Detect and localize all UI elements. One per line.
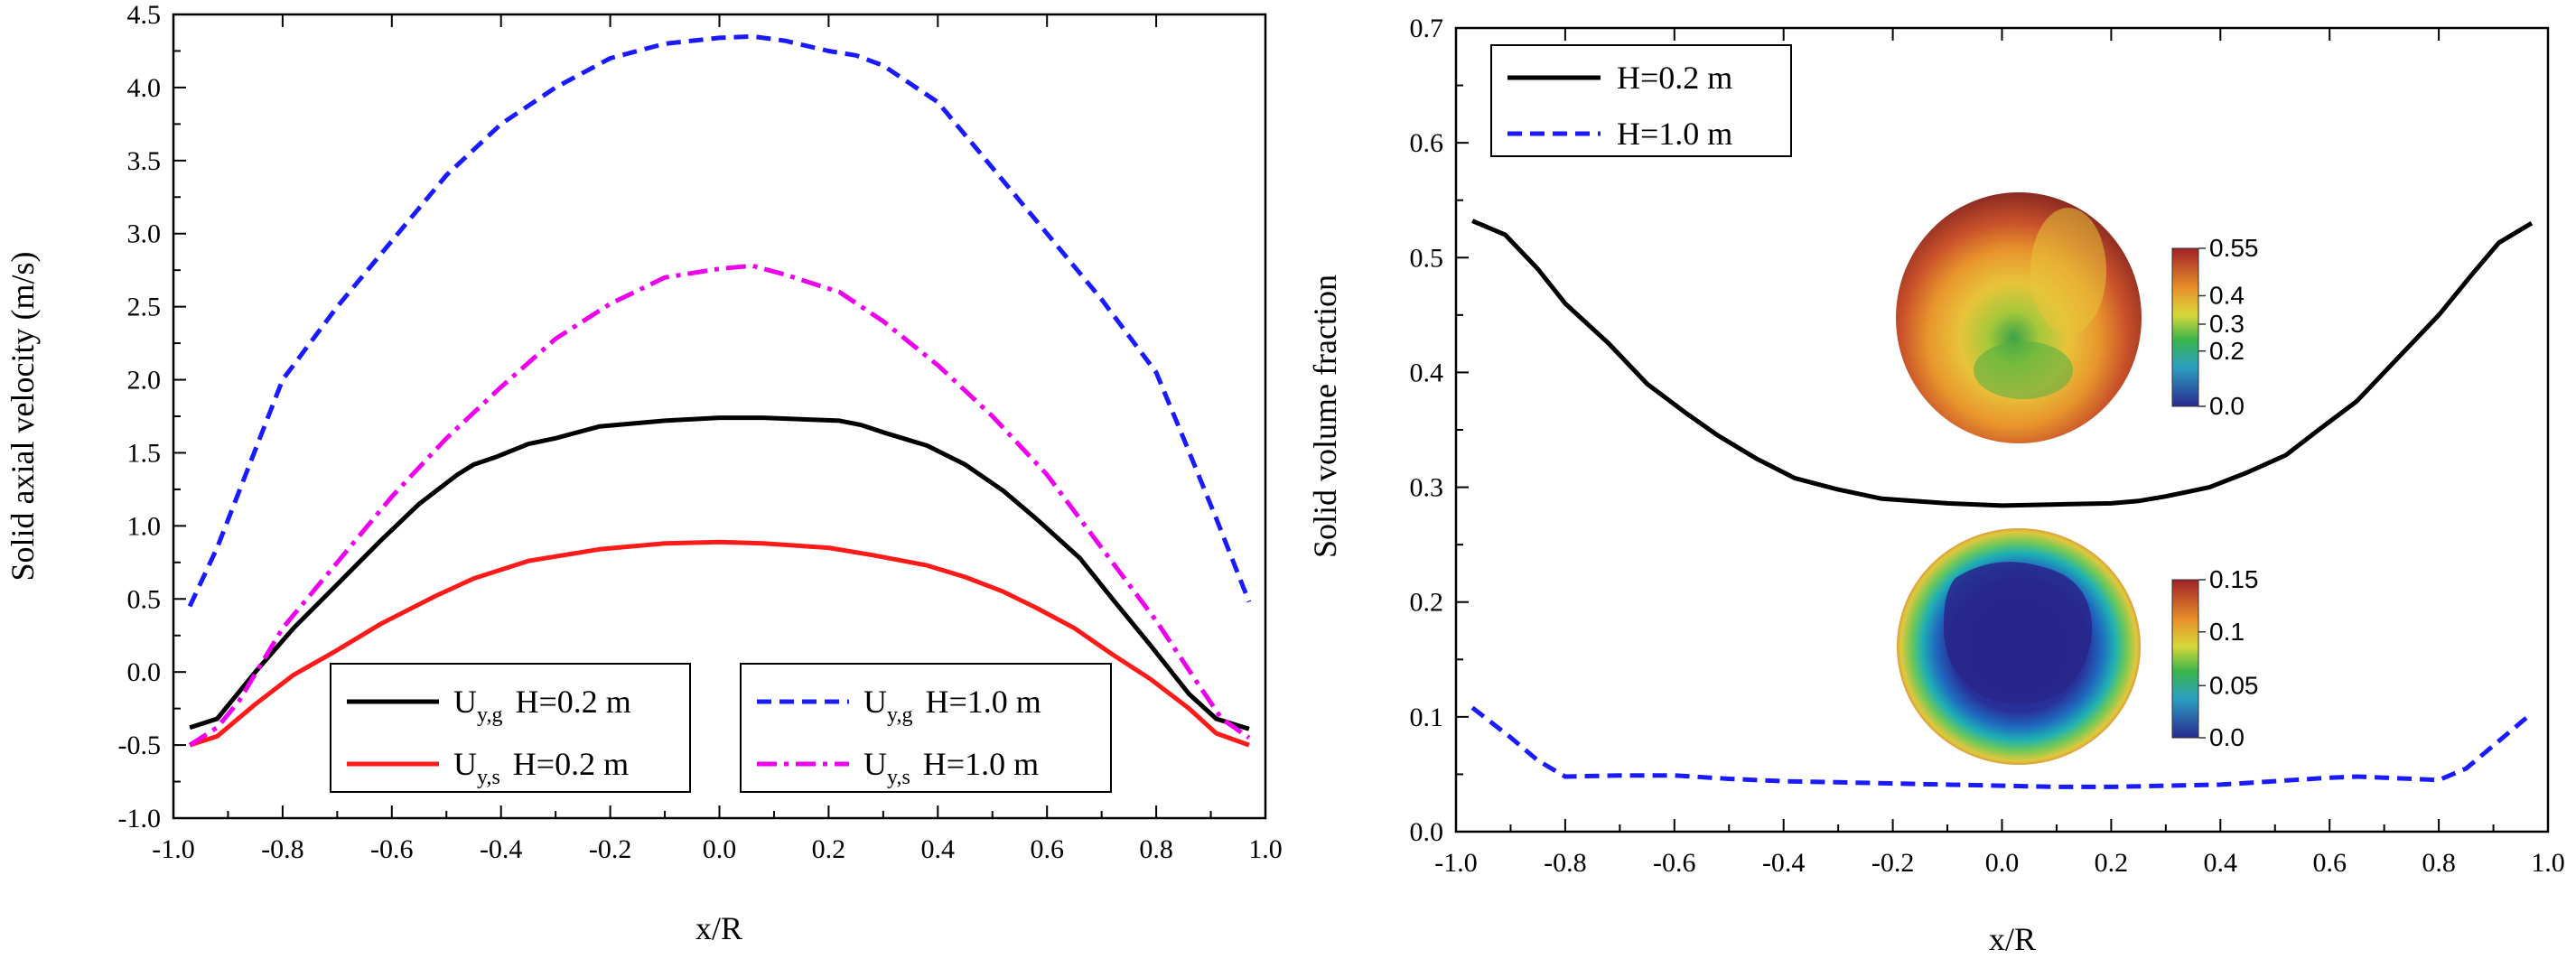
- inset-contour-bottom: 0.15 0.1 0.05 0.0: [1897, 528, 2259, 765]
- y-tick-label: 0.7: [1410, 14, 1444, 43]
- y-tick-label: 0.3: [1410, 473, 1444, 503]
- colorbar-label: 0.4: [2209, 282, 2245, 310]
- volume-y-tick-labels: 0.0 0.1 0.2 0.3 0.4 0.5 0.6 0.7: [1410, 14, 1444, 847]
- volume-series: [1470, 219, 2534, 789]
- series-line-0-1: [189, 539, 1250, 748]
- velocity-legend-right-box: [740, 663, 1112, 793]
- velocity-series: [187, 33, 1252, 748]
- x-tick-label: 0.2: [2095, 848, 2129, 878]
- x-tick-label: 1.0: [1248, 834, 1283, 864]
- y-tick-label: 0.5: [1410, 243, 1444, 273]
- y-tick-label: 1.0: [127, 511, 162, 541]
- series-line-0-2: [187, 33, 1252, 608]
- y-tick-label: 0.0: [127, 657, 162, 687]
- x-tick-label: -1.0: [152, 834, 195, 864]
- y-tick-label: 0.1: [1410, 703, 1444, 732]
- colorbar-label: 0.55: [2209, 234, 2259, 262]
- x-tick-label: 0.4: [2204, 848, 2238, 878]
- x-tick-label: 0.8: [1139, 834, 1173, 864]
- x-tick-label: 0.0: [1985, 848, 2020, 878]
- velocity-legend-right: Uy,g H=1.0 m Uy,s H=1.0 m: [740, 663, 1112, 793]
- velocity-y-axis-title: Solid axial velocity (m/s): [5, 252, 41, 582]
- x-tick-label: 0.2: [812, 834, 846, 864]
- y-tick-label: 4.5: [127, 0, 162, 30]
- y-tick-label: 0.6: [1410, 128, 1444, 158]
- y-tick-label: -0.5: [118, 731, 162, 760]
- colorbar-label: 0.1: [2209, 618, 2245, 646]
- colorbar-label: 0.2: [2209, 337, 2245, 365]
- volume-legend-box: [1490, 44, 1792, 157]
- series-line-0-0: [189, 415, 1250, 731]
- y-tick-label: 1.5: [127, 438, 162, 468]
- velocity-chart: -1.0 -0.8 -0.6 -0.4 -0.2 0.0 0.2 0.4 0.6 0.8 1.0 -…: [5, 0, 1283, 946]
- y-tick-label: 0.5: [127, 584, 162, 614]
- legend-label-h10: H=1.0 m: [1617, 116, 1732, 152]
- colorbar-top: [2171, 247, 2199, 407]
- colorbar-bottom-ticks: 0.15 0.1 0.05 0.0: [2198, 565, 2259, 751]
- volume-legend: H=0.2 m H=1.0 m: [1490, 44, 1792, 157]
- contour-disc-top: [1896, 192, 2142, 443]
- colorbar-label: 0.0: [2209, 392, 2245, 420]
- colorbar-bottom: [2171, 579, 2199, 739]
- contour-disc-top-hotspot: [2030, 208, 2106, 334]
- legend-label-ug-02: Uy,g H=0.2 m: [453, 684, 631, 727]
- volume-x-axis-title: x/R: [1989, 921, 2036, 954]
- colorbar-label: 0.0: [2209, 723, 2245, 751]
- y-tick-label: 3.5: [127, 146, 162, 176]
- contour-disc-top-lowspot: [1974, 341, 2073, 399]
- series-line-0-3: [188, 263, 1251, 748]
- x-tick-label: -0.8: [261, 834, 304, 864]
- contour-disc-bottom-core: [1943, 562, 2093, 704]
- velocity-y-tick-labels: -1.0 -0.5 0.0 0.5 1.0 1.5 2.0 2.5 3.0 3.5 4.0 4.5: [118, 0, 162, 833]
- series-line-1-0: [1471, 219, 2534, 508]
- inset-contour-top: 0.55 0.40.30.2 0.0: [1896, 192, 2259, 443]
- x-tick-label: -0.2: [589, 834, 632, 864]
- x-tick-label: -0.6: [370, 834, 414, 864]
- y-tick-label: 0.0: [1410, 817, 1444, 847]
- colorbar-label: 0.3: [2209, 310, 2245, 338]
- y-tick-label: -1.0: [118, 804, 162, 833]
- y-tick-label: 2.0: [127, 366, 162, 396]
- x-tick-label: 0.8: [2422, 848, 2456, 878]
- y-tick-label: 0.4: [1410, 358, 1444, 387]
- x-tick-label: -0.4: [1762, 848, 1806, 878]
- velocity-x-tick-labels: -1.0 -0.8 -0.6 -0.4 -0.2 0.0 0.2 0.4 0.6 0.8 1.0: [152, 834, 1283, 864]
- velocity-axis-ticks: [173, 14, 1266, 819]
- x-tick-label: -0.8: [1544, 848, 1587, 878]
- colorbar-label: 0.15: [2209, 565, 2259, 593]
- legend-label-ug-10: Uy,g H=1.0 m: [863, 684, 1041, 727]
- x-tick-label: 0.0: [703, 834, 737, 864]
- legend-label-h02: H=0.2 m: [1617, 60, 1732, 96]
- volume-axis-ticks: [1455, 27, 2549, 833]
- velocity-legend-left: Uy,g H=0.2 m Uy,s H=0.2 m: [330, 663, 691, 793]
- volume-y-axis-title: Solid volume fraction: [1307, 275, 1343, 558]
- x-tick-label: -0.6: [1653, 848, 1696, 878]
- y-tick-label: 2.5: [127, 293, 162, 322]
- colorbar-top-ticks: 0.55 0.40.30.2 0.0: [2198, 234, 2259, 420]
- x-tick-label: -0.2: [1871, 848, 1915, 878]
- volume-fraction-chart: -1.0 -0.8 -0.6 -0.4 -0.2 0.0 0.2 0.4 0.6 0.8 1.0 0…: [1307, 14, 2565, 957]
- colorbar-label: 0.05: [2209, 671, 2259, 699]
- series-line-1-1: [1470, 705, 2534, 789]
- velocity-legend-left-box: [330, 663, 691, 793]
- x-tick-label: 0.6: [2312, 848, 2347, 878]
- x-tick-label: 0.4: [921, 834, 956, 864]
- y-tick-label: 4.0: [127, 73, 162, 103]
- volume-x-tick-labels: -1.0 -0.8 -0.6 -0.4 -0.2 0.0 0.2 0.4 0.6 0.8 1.0: [1434, 848, 2565, 878]
- y-tick-label: 0.2: [1410, 588, 1444, 618]
- y-tick-label: 3.0: [127, 219, 162, 249]
- legend-label-us-10: Uy,s H=1.0 m: [863, 746, 1039, 789]
- x-tick-label: 0.6: [1030, 834, 1064, 864]
- x-tick-label: 1.0: [2531, 848, 2565, 878]
- velocity-x-axis-title: x/R: [695, 910, 742, 946]
- legend-label-us-02: Uy,s H=0.2 m: [453, 746, 629, 789]
- x-tick-label: -1.0: [1434, 848, 1478, 878]
- x-tick-label: -0.4: [480, 834, 523, 864]
